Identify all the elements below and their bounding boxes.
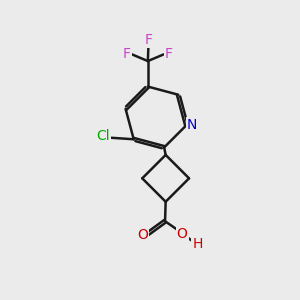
Text: F: F [123,47,131,61]
Text: F: F [144,33,152,47]
Text: O: O [177,226,188,241]
Text: O: O [137,228,148,242]
Text: H: H [192,237,203,251]
Text: N: N [187,118,197,132]
Text: Cl: Cl [96,129,110,143]
Text: F: F [165,47,173,61]
